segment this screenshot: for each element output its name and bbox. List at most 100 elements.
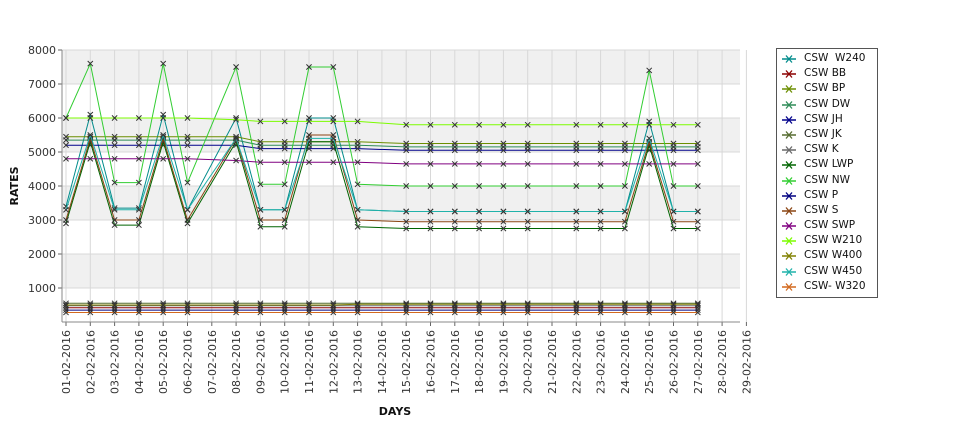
- legend-marker-icon: [782, 131, 796, 139]
- data-point-marker: [135, 307, 142, 314]
- tick-labels: 1000 2000 3000 4000 5000 6000 7000 8000 01-02-20…: [28, 44, 753, 394]
- x-tick-label: 20-02-2016: [522, 330, 535, 394]
- data-point-marker: [111, 206, 118, 213]
- data-point-marker: [306, 159, 312, 166]
- x-tick-label: 28-02-2016: [716, 330, 729, 394]
- x-tick-label: 01-02-2016: [60, 330, 73, 394]
- data-point-marker: [160, 309, 167, 316]
- data-point-marker: [87, 307, 94, 314]
- legend-label: CSW SWP: [804, 219, 856, 232]
- data-point-marker: [281, 181, 288, 188]
- x-tick-label: 06-02-2016: [182, 330, 195, 394]
- data-point-marker: [184, 115, 191, 121]
- data-point-marker: [135, 142, 142, 149]
- data-point-marker: [621, 208, 628, 215]
- data-point-marker: [573, 301, 580, 308]
- x-tick-label: 24-02-2016: [619, 330, 632, 394]
- data-point-marker: [403, 300, 410, 307]
- data-point-marker: [573, 225, 580, 232]
- data-point-marker: [573, 309, 580, 316]
- data-point-marker: [403, 309, 410, 316]
- data-point-marker: [670, 300, 677, 307]
- data-point-marker: [257, 217, 264, 223]
- legend-label: CSW W210: [804, 234, 863, 247]
- y-tick-label: 6000: [28, 112, 56, 125]
- data-point-marker: [403, 208, 410, 215]
- data-point-marker: [670, 160, 677, 167]
- data-point-marker: [451, 218, 458, 225]
- data-point-marker: [160, 155, 167, 162]
- data-point-marker: [63, 137, 69, 144]
- data-point-marker: [281, 206, 288, 213]
- data-point-marker: [354, 145, 361, 152]
- x-tick-label: 08-02-2016: [230, 330, 243, 394]
- data-point-marker: [451, 183, 458, 189]
- data-point-marker: [476, 309, 483, 316]
- legend-marker-icon: [782, 85, 796, 94]
- data-point-marker: [330, 135, 337, 142]
- legend-label: CSW LWP: [804, 158, 854, 171]
- data-point-marker: [354, 206, 361, 213]
- x-tick-label: 12-02-2016: [327, 330, 340, 394]
- x-tick-label: 03-02-2016: [109, 330, 122, 394]
- data-point-marker: [573, 160, 580, 167]
- data-point-marker: [135, 179, 142, 186]
- data-point-marker: [281, 223, 288, 230]
- legend-label: CSW JK: [804, 127, 842, 140]
- data-point-marker: [281, 145, 288, 152]
- data-point-marker: [354, 301, 361, 308]
- data-point-marker: [597, 225, 604, 232]
- data-point-marker: [597, 208, 604, 215]
- legend-marker-icon: [782, 115, 796, 124]
- series-line: [65, 133, 698, 212]
- legend-label: CSW- W320: [804, 279, 866, 292]
- data-point-marker: [63, 115, 69, 121]
- data-point-marker: [184, 142, 191, 149]
- data-point-marker: [135, 222, 142, 229]
- data-point-marker: [597, 309, 604, 316]
- data-point-marker: [670, 307, 677, 314]
- series-13: [63, 115, 701, 128]
- data-point-marker: [500, 225, 507, 232]
- chart-legend: CSW W240 CSW BB CSW BP CSW DW CSW JH CSW JK CS…: [776, 48, 878, 298]
- data-point-marker: [451, 225, 458, 232]
- data-point-marker: [160, 302, 167, 308]
- series-line: [65, 61, 698, 187]
- data-point-marker: [500, 307, 507, 314]
- data-point-marker: [451, 307, 458, 314]
- data-point-marker: [135, 137, 142, 144]
- data-point-marker: [524, 218, 531, 225]
- data-point-marker: [524, 225, 531, 232]
- series-12: [63, 155, 701, 167]
- data-point-marker: [403, 121, 410, 128]
- series-line: [65, 140, 698, 229]
- data-point-marker: [427, 301, 434, 308]
- data-point-marker: [111, 155, 118, 162]
- data-point-marker: [524, 307, 531, 314]
- data-point-marker: [597, 121, 604, 128]
- series-14: [63, 301, 701, 308]
- data-point-marker: [646, 307, 653, 314]
- data-point-marker: [233, 135, 240, 142]
- x-tick-label: 14-02-2016: [376, 330, 389, 394]
- legend-marker-icon: [782, 191, 796, 200]
- data-point-marker: [451, 300, 458, 307]
- legend-label: CSW JH: [804, 112, 843, 125]
- data-point-marker: [597, 307, 604, 314]
- legend-item: CSW LWP: [777, 157, 877, 172]
- x-tick-label: 09-02-2016: [254, 330, 267, 394]
- data-point-marker: [597, 160, 604, 167]
- legend-label: CSW DW: [804, 97, 851, 110]
- legend-label: CSW W400: [804, 249, 863, 262]
- x-tick-label: 04-02-2016: [133, 330, 146, 394]
- data-point-marker: [87, 60, 94, 67]
- data-point-marker: [621, 160, 628, 167]
- data-point-marker: [111, 142, 118, 149]
- data-point-marker: [306, 118, 312, 125]
- y-tick-label: 7000: [28, 78, 56, 91]
- y-tick-label: 5000: [28, 146, 56, 159]
- legend-label: CSW BB: [804, 67, 847, 80]
- data-point-marker: [87, 132, 94, 138]
- data-point-marker: [354, 300, 361, 307]
- data-point-marker: [160, 60, 167, 67]
